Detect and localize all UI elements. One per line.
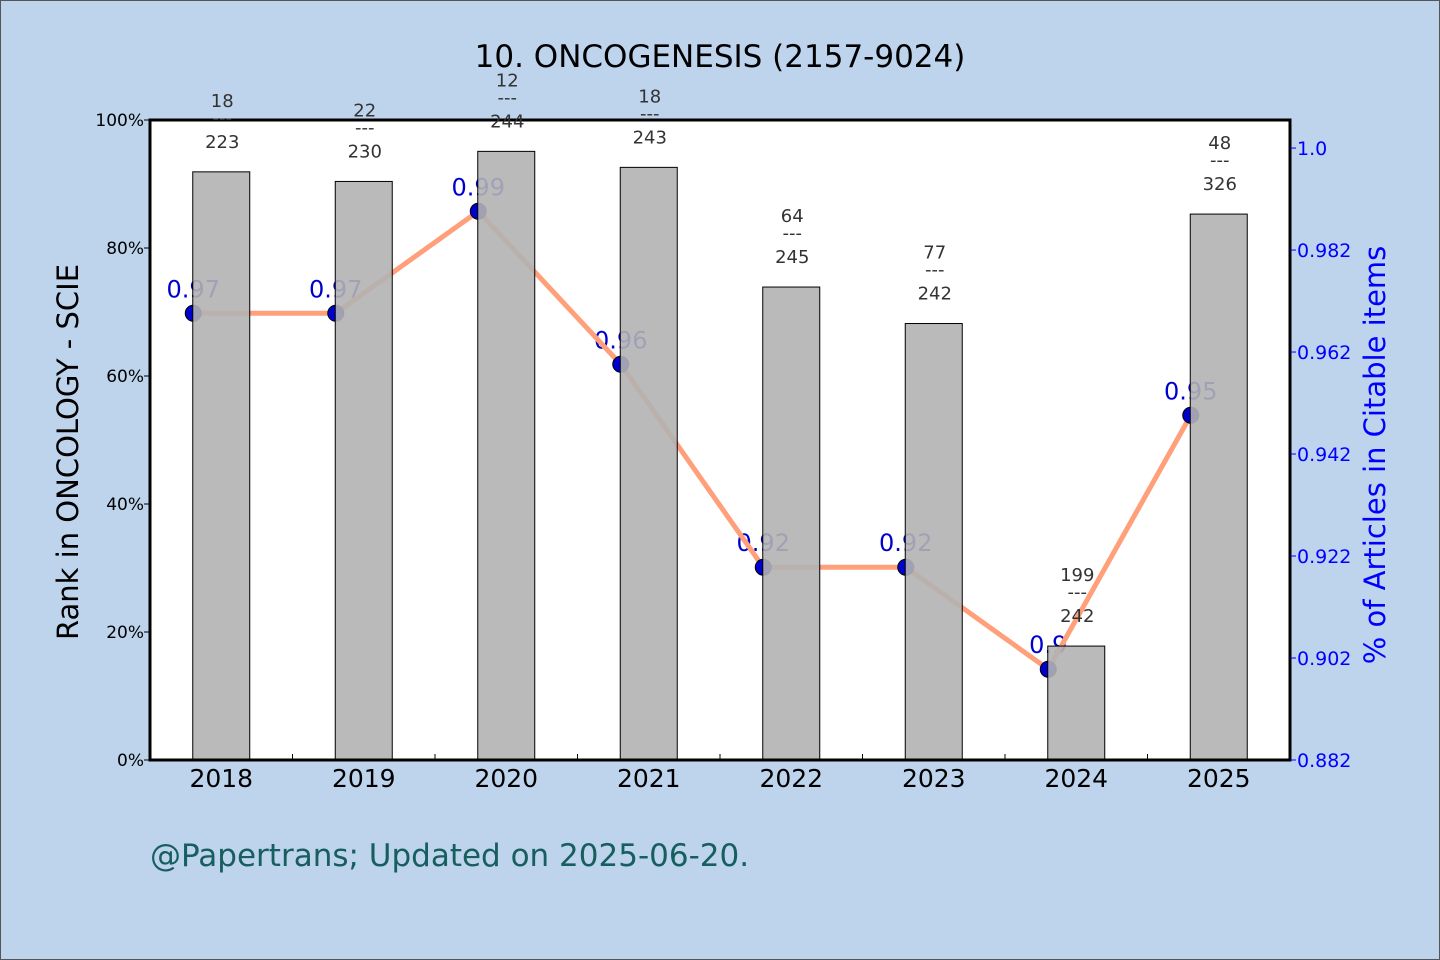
- x-tick-label: 2025: [1187, 764, 1251, 793]
- bar-rank-label: 18: [211, 91, 234, 112]
- bar-rank-label: 64: [781, 206, 804, 227]
- footer-text: @Papertrans; Updated on 2025-06-20.: [150, 838, 749, 874]
- bar-fraction-line: ---: [355, 117, 375, 138]
- bar-rank-label: 48: [1208, 133, 1231, 154]
- y-tick-label: 80%: [106, 239, 144, 259]
- x-tick-label: 2023: [902, 764, 966, 793]
- chart-title: 10. ONCOGENESIS (2157-9024): [475, 39, 966, 75]
- bar-fraction-line: ---: [1068, 582, 1088, 603]
- y2-tick-label: 1.0: [1297, 138, 1327, 160]
- bar-rank-label: 18: [638, 86, 661, 107]
- bar-total-label: 326: [1203, 174, 1237, 195]
- bar-total-label: 230: [348, 141, 382, 162]
- y-tick-label: 0%: [117, 751, 144, 771]
- bar-fraction-line: ---: [783, 223, 803, 244]
- bar-total-label: 243: [633, 127, 667, 148]
- x-tick-label: 2018: [189, 764, 253, 793]
- y2-tick-label: 0.902: [1297, 648, 1351, 670]
- bar-rank-label: 77: [923, 243, 946, 264]
- y2-tick-label: 0.942: [1297, 444, 1351, 466]
- x-tick-label: 2024: [1044, 764, 1108, 793]
- y-tick-label: 40%: [106, 495, 144, 515]
- bar: [477, 150, 536, 761]
- bar-total-label: 223: [205, 132, 239, 153]
- y2-tick-label: 0.962: [1297, 342, 1351, 364]
- x-tick-label: 2019: [332, 764, 396, 793]
- bar-fraction-line: ---: [925, 260, 945, 281]
- x-tick-label: 2021: [617, 764, 681, 793]
- bar-total-label: 245: [775, 247, 809, 268]
- y2-axis-label: % of Articles in Citable items: [1358, 246, 1392, 665]
- bar: [904, 323, 963, 761]
- plot-area: [150, 120, 1290, 760]
- bar: [762, 286, 821, 761]
- bar-rank-label: 12: [496, 70, 519, 91]
- bar: [619, 166, 678, 761]
- x-tick-label: 2022: [759, 764, 823, 793]
- y-axis-label: Rank in ONCOLOGY - SCIE: [51, 264, 85, 640]
- bar: [192, 171, 251, 761]
- bar: [334, 180, 393, 761]
- y2-tick-label: 0.922: [1297, 546, 1351, 568]
- bar-rank-label: 22: [353, 100, 376, 121]
- y2-tick-label: 0.882: [1297, 750, 1351, 772]
- y-tick-label: 20%: [106, 623, 144, 643]
- y-tick-label: 100%: [95, 111, 144, 131]
- x-tick-label: 2020: [474, 764, 538, 793]
- bar-fraction-line: ---: [498, 87, 518, 108]
- bar-total-label: 242: [1060, 606, 1094, 627]
- bar-fraction-line: ---: [1210, 150, 1230, 171]
- bar-total-label: 242: [918, 284, 952, 305]
- y-tick-label: 60%: [106, 367, 144, 387]
- bar-fraction-line: ---: [213, 108, 233, 129]
- bar-total-label: 244: [490, 111, 524, 132]
- bar: [1047, 645, 1106, 761]
- bar: [1189, 213, 1248, 761]
- y2-tick-label: 0.982: [1297, 240, 1351, 262]
- bar-fraction-line: ---: [640, 103, 660, 124]
- bar-rank-label: 199: [1060, 565, 1094, 586]
